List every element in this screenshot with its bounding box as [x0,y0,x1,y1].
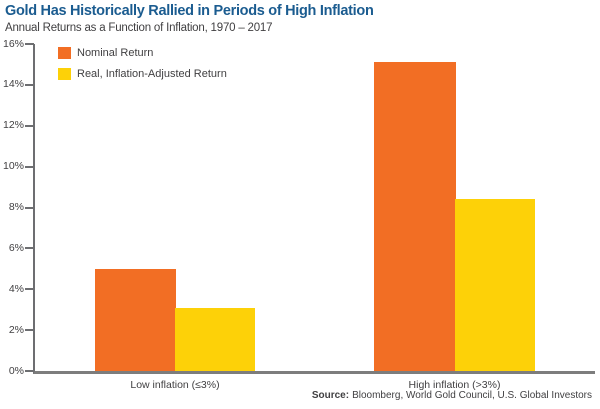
y-tick-label: 14% [2,78,24,91]
legend-swatch-nominal-icon [58,47,71,59]
source-label: Source: [311,390,350,401]
bar-nominal-1 [374,62,456,371]
legend-item-nominal: Nominal Return [58,47,227,59]
legend-item-real: Real, Inflation-Adjusted Return [58,68,227,80]
y-tick-label: 10% [2,160,24,173]
x-axis-label: High inflation (>3%) [408,379,501,391]
y-tick-label: 12% [2,119,24,132]
chart-subtitle: Annual Returns as a Function of Inflatio… [5,22,273,34]
legend-label-real: Real, Inflation-Adjusted Return [77,68,227,80]
x-axis-label: Low inflation (≤3%) [130,379,220,391]
y-tick [25,43,34,45]
y-tick-label: 6% [8,241,24,254]
legend-swatch-real-icon [58,68,71,80]
y-tick [25,124,34,127]
y-tick [25,247,34,250]
y-tick [25,329,34,332]
y-tick [25,288,34,291]
y-tick-label: 4% [8,282,24,295]
source-text: Bloomberg, World Gold Council, U.S. Glob… [352,390,592,401]
plot-area: 0% 2% 4% 6% 8% 10% 12% 14% 16% Low inflation (≤3… [3,38,595,391]
y-tick [25,206,34,209]
y-tick-label: 0% [8,364,24,377]
source-note: Source: Bloomberg, World Gold Council, U.… [312,390,592,401]
y-tick [25,370,34,372]
chart-title: Gold Has Historically Rallied in Periods… [5,3,374,19]
bar-real-0 [175,307,255,371]
legend: Nominal Return Real, Inflation-Adjusted … [58,47,227,89]
bar-real-1 [455,199,535,371]
legend-label-nominal: Nominal Return [77,47,154,59]
y-tick [25,165,34,168]
y-tick-label: 16% [2,37,24,50]
y-tick [25,83,34,86]
y-tick-label: 8% [8,201,24,213]
y-tick-label: 2% [8,323,24,336]
bar-nominal-0 [95,268,176,371]
